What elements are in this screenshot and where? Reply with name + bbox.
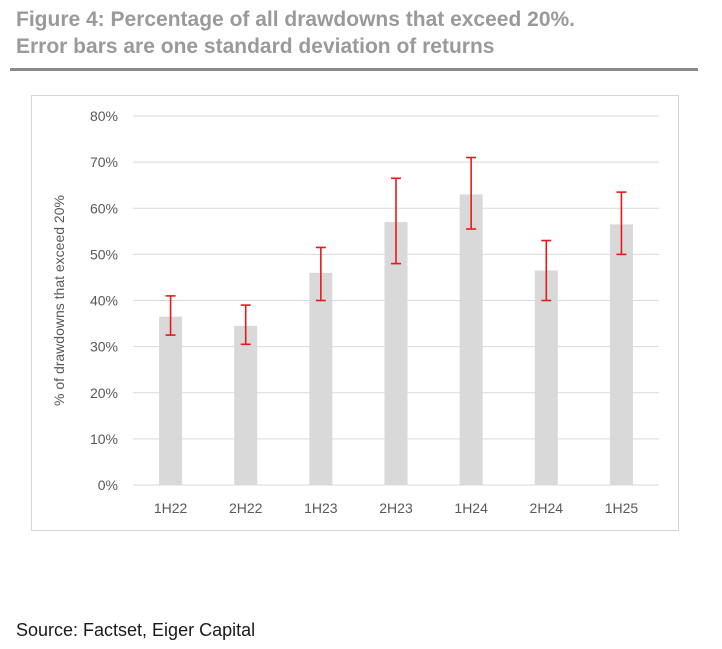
bar (534, 270, 558, 485)
x-tick-label: 1H23 (304, 500, 338, 516)
x-tick-label: 2H22 (229, 500, 263, 516)
bar (609, 224, 633, 486)
x-tick-label: 2H23 (379, 500, 413, 516)
x-tick-label: 1H22 (154, 500, 188, 516)
figure-title-line-1: Figure 4: Percentage of all drawdowns th… (16, 8, 576, 31)
figure-title-line-2: Error bars are one standard deviation of… (16, 35, 495, 58)
bar (159, 316, 183, 485)
figure-title: Figure 4: Percentage of all drawdowns th… (16, 6, 706, 60)
y-tick-label: 30% (90, 339, 118, 355)
title-divider (10, 68, 698, 71)
x-tick-label: 1H24 (454, 500, 488, 516)
y-tick-label: 20% (90, 385, 118, 401)
x-tick-label: 1H25 (605, 500, 639, 516)
y-tick-label: 70% (90, 154, 118, 170)
source-note: Source: Factset, Eiger Capital (16, 620, 256, 640)
y-tick-label: 40% (90, 293, 118, 309)
y-tick-label: 0% (98, 477, 118, 493)
bar (384, 222, 408, 485)
y-tick-label: 80% (90, 108, 118, 124)
bar (234, 325, 258, 485)
x-tick-label: 2H24 (530, 500, 564, 516)
bar (459, 194, 483, 485)
chart-frame (31, 95, 679, 531)
y-tick-label: 10% (90, 431, 118, 447)
bar (309, 272, 333, 485)
y-tick-label: 50% (90, 246, 118, 262)
y-tick-label: 60% (90, 200, 118, 216)
y-axis-title: % of drawdowns that exceed 20% (51, 195, 67, 406)
